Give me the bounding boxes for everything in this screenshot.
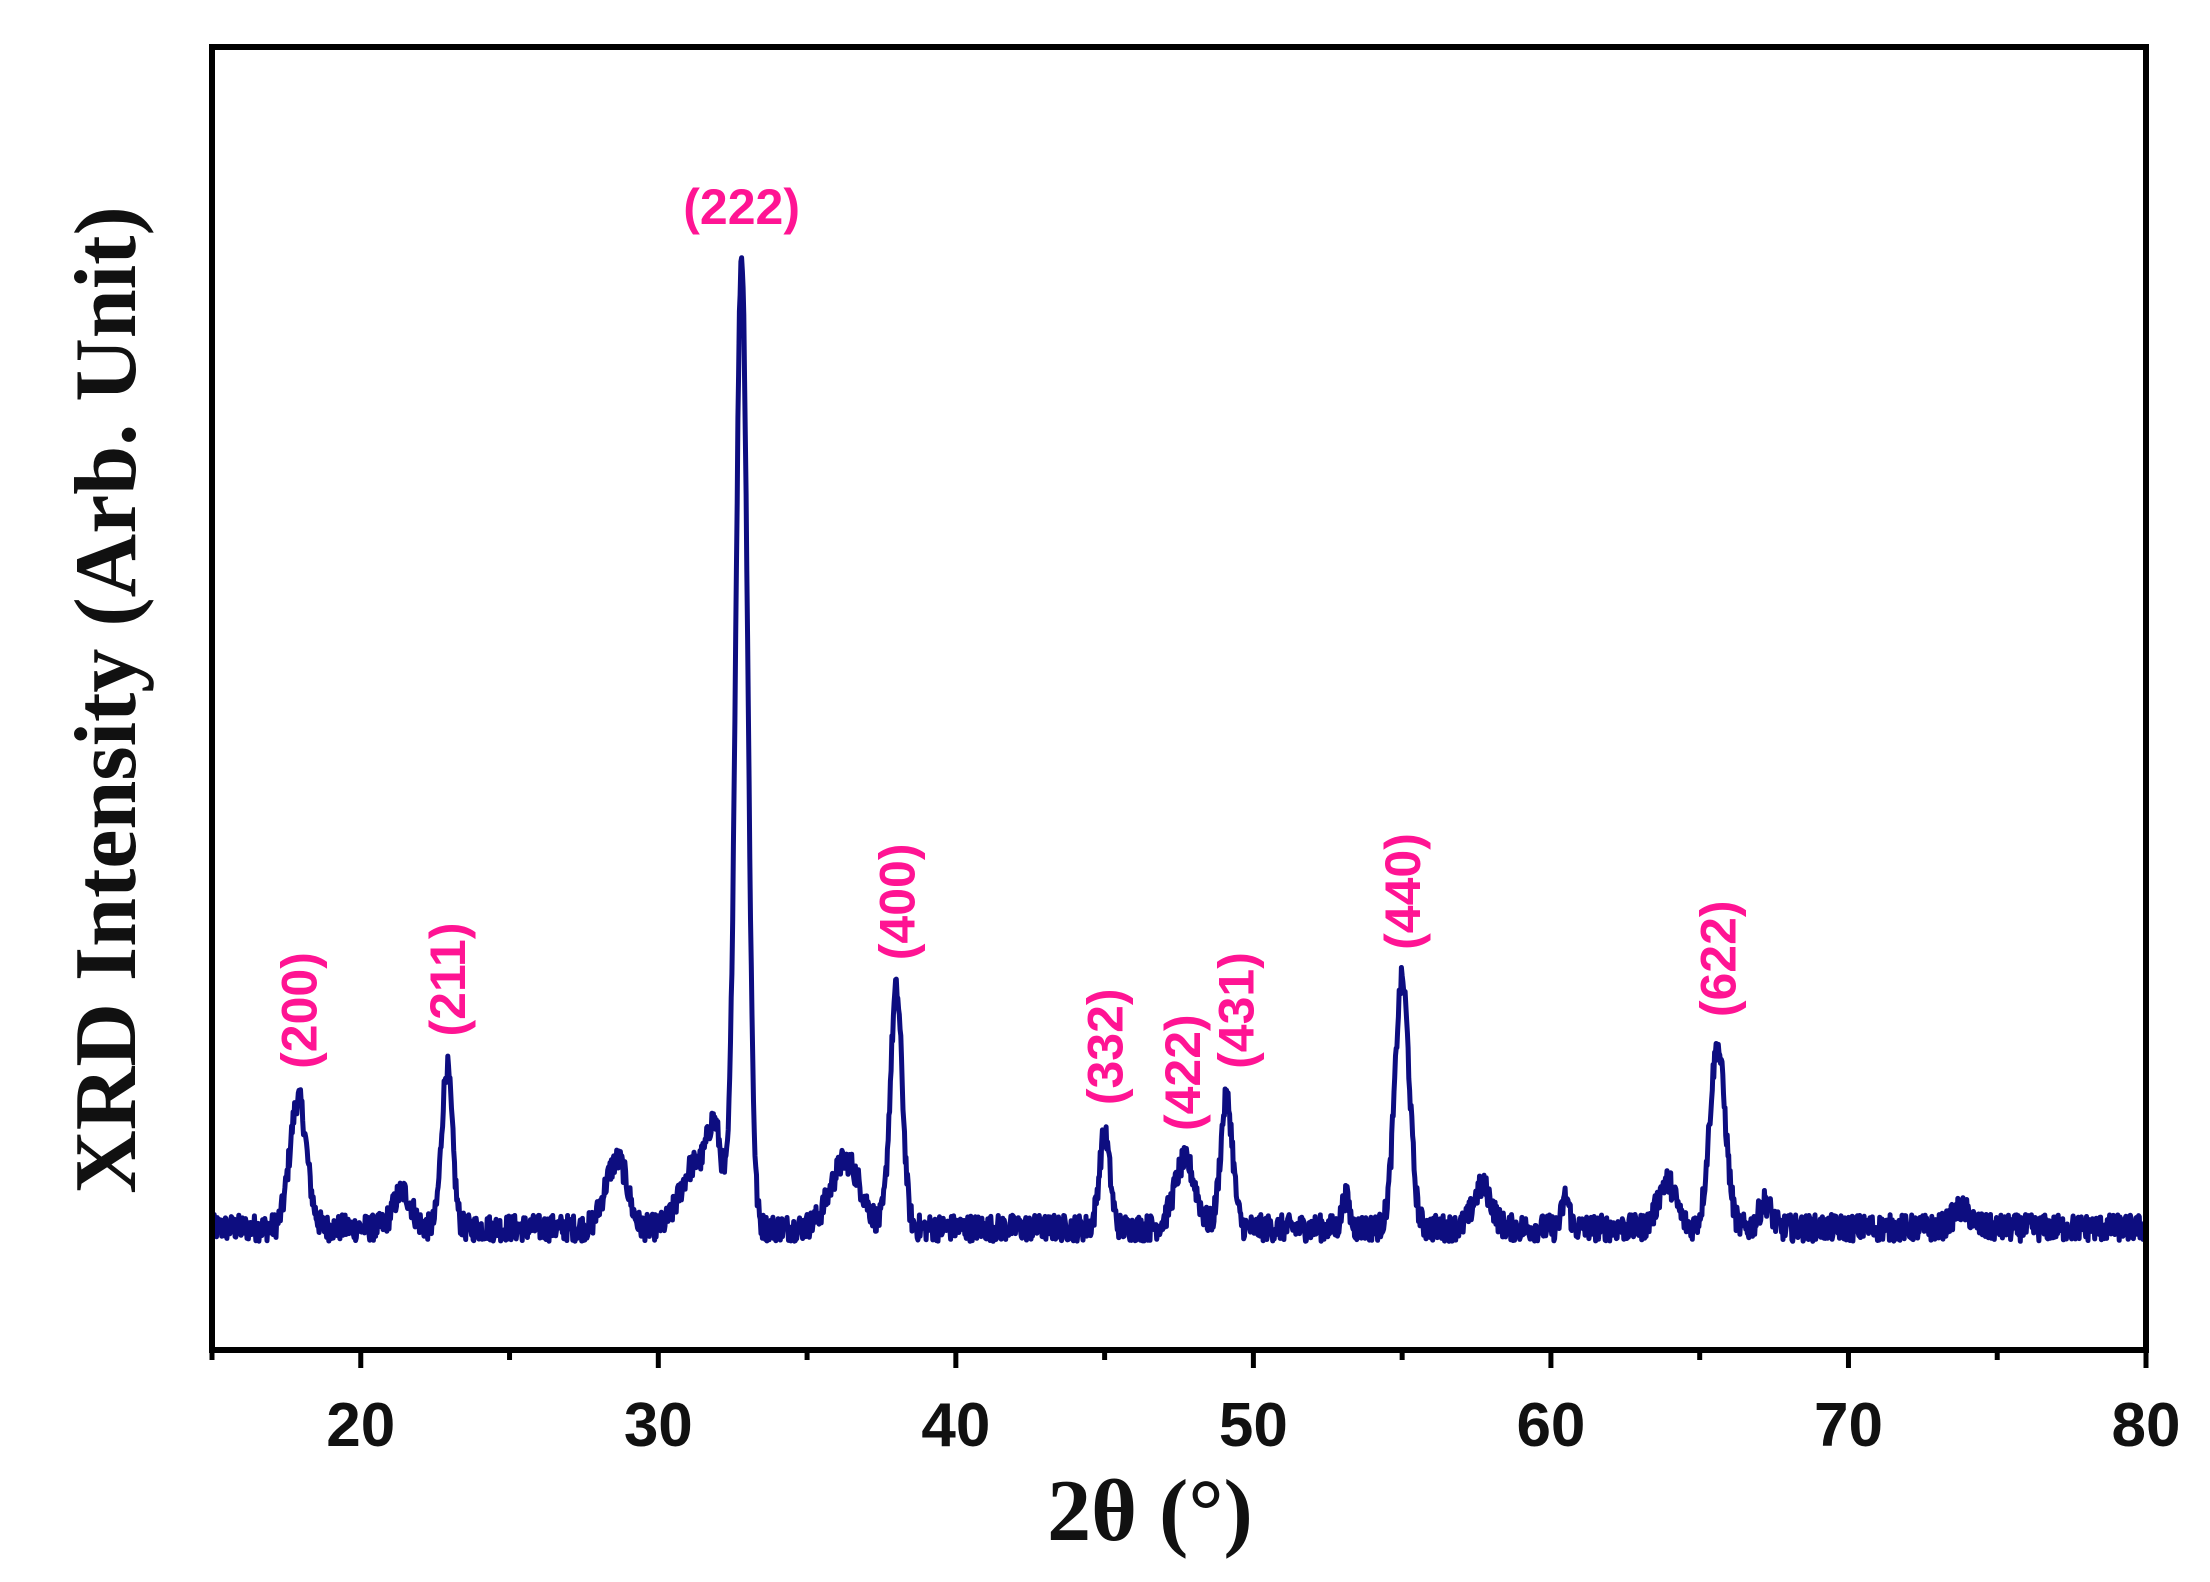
- x-tick-label: 60: [1516, 1391, 1585, 1460]
- x-tick-label: 20: [326, 1391, 395, 1460]
- x-axis-ticks: [209, 1350, 2149, 1368]
- peak-label: (400): [869, 844, 925, 961]
- peak-label: (622): [1691, 900, 1747, 1017]
- plot-area: [209, 44, 2149, 1353]
- plot-frame: [209, 44, 2149, 1353]
- peak-label: (440): [1375, 833, 1431, 950]
- x-axis-tick-labels: 20 30 40 50 60 70 80: [326, 1391, 2180, 1460]
- peak-label: (431): [1209, 952, 1265, 1069]
- x-axis-title: 2θ (°): [1047, 1463, 1253, 1560]
- x-tick-label: 80: [2112, 1391, 2181, 1460]
- peak-label: (200): [271, 952, 327, 1069]
- y-axis-title: XRD Intensity (Arb. Unit): [58, 206, 155, 1194]
- peak-label: (422): [1155, 1014, 1211, 1131]
- peak-label: (332): [1078, 988, 1134, 1105]
- x-tick-label: 70: [1814, 1391, 1883, 1460]
- peak-label: (222): [683, 179, 800, 235]
- peak-label: (211): [420, 923, 476, 1037]
- x-tick-label: 50: [1219, 1391, 1288, 1460]
- peak-annotations: (200) (211) (222) (400) (332) (422)(431) (440)…: [271, 179, 1746, 1131]
- series-line: [209, 255, 2149, 1244]
- x-tick-label: 30: [624, 1391, 693, 1460]
- x-tick-label: 40: [921, 1391, 990, 1460]
